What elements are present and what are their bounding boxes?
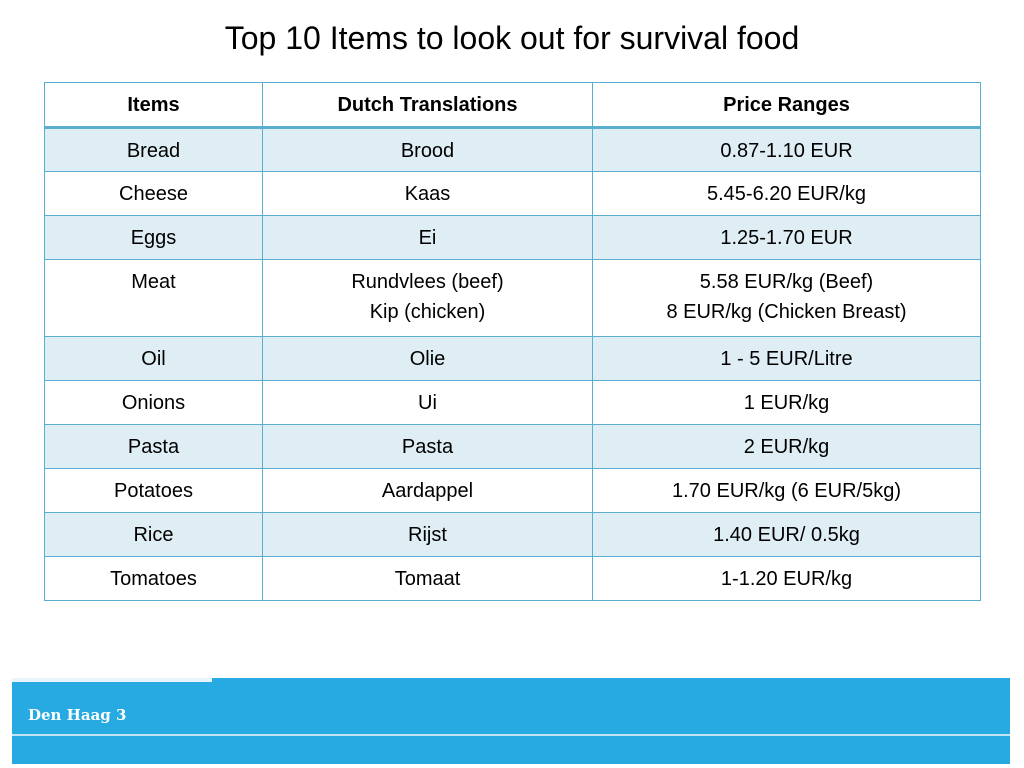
price-cell: 5.45-6.20 EUR/kg [592, 171, 981, 216]
price-line: 5.58 EUR/kg (Beef) [699, 271, 874, 293]
dutch-line: Ei [418, 227, 437, 249]
price-line: 5.45-6.20 EUR/kg [707, 183, 866, 205]
footer-label: Den Haag 3 [28, 706, 127, 724]
dutch-cell: Aardappel [262, 468, 593, 513]
dutch-cell: Olie [262, 336, 593, 381]
item-cell: Eggs [44, 215, 263, 260]
item-cell: Oil [44, 336, 263, 381]
price-cell: 0.87-1.10 EUR [592, 127, 981, 172]
dutch-line: Olie [409, 348, 446, 370]
footer-band [12, 678, 1010, 764]
price-cell: 1.70 EUR/kg (6 EUR/5kg) [592, 468, 981, 513]
price-cell: 1-1.20 EUR/kg [592, 556, 981, 601]
table-row: Eggs Ei 1.25-1.70 EUR [44, 215, 981, 260]
dutch-line: Brood [400, 140, 455, 162]
item-cell: Rice [44, 512, 263, 557]
price-line: 1 - 5 EUR/Litre [720, 348, 853, 370]
item-cell: Meat [44, 259, 263, 337]
item-cell: Bread [44, 127, 263, 172]
header-items: Items [44, 82, 263, 129]
price-line: 1.25-1.70 EUR [720, 227, 853, 249]
price-cell: 2 EUR/kg [592, 424, 981, 469]
price-cell: 1.40 EUR/ 0.5kg [592, 512, 981, 557]
dutch-cell: Rundvlees (beef) Kip (chicken) [262, 259, 593, 337]
item-cell: Potatoes [44, 468, 263, 513]
dutch-line: Kip (chicken) [369, 301, 486, 323]
dutch-cell: Ui [262, 380, 593, 425]
dutch-cell: Ei [262, 215, 593, 260]
price-line: 8 EUR/kg (Chicken Breast) [666, 301, 907, 323]
table-row: Cheese Kaas 5.45-6.20 EUR/kg [44, 171, 981, 216]
price-line: 1 EUR/kg [743, 392, 830, 414]
dutch-cell: Kaas [262, 171, 593, 216]
dutch-cell: Rijst [262, 512, 593, 557]
table-row: Tomatoes Tomaat 1-1.20 EUR/kg [44, 556, 981, 601]
table-header-row: Items Dutch Translations Price Ranges [44, 82, 981, 129]
price-table-container: Items Dutch Translations Price Ranges Br… [44, 82, 981, 601]
table-row: Bread Brood 0.87-1.10 EUR [44, 127, 981, 172]
footer-accent [12, 678, 212, 682]
item-cell: Tomatoes [44, 556, 263, 601]
price-line: 1.70 EUR/kg (6 EUR/5kg) [672, 480, 901, 502]
dutch-line: Ui [418, 392, 437, 414]
price-table: Items Dutch Translations Price Ranges Br… [44, 82, 981, 601]
price-line: 0.87-1.10 EUR [720, 140, 853, 162]
dutch-line: Aardappel [381, 480, 474, 502]
footer-divider [12, 734, 1010, 736]
item-cell: Onions [44, 380, 263, 425]
price-cell: 1.25-1.70 EUR [592, 215, 981, 260]
price-cell: 5.58 EUR/kg (Beef) 8 EUR/kg (Chicken Bre… [592, 259, 981, 337]
header-dutch-translations: Dutch Translations [262, 82, 593, 129]
table-row: Oil Olie 1 - 5 EUR/Litre [44, 336, 981, 381]
item-cell: Pasta [44, 424, 263, 469]
dutch-line: Kaas [404, 183, 451, 205]
dutch-line: Rundvlees (beef) [351, 271, 504, 293]
dutch-cell: Brood [262, 127, 593, 172]
dutch-cell: Pasta [262, 424, 593, 469]
table-row: Meat Rundvlees (beef) Kip (chicken) 5.58… [44, 259, 981, 337]
table-row: Rice Rijst 1.40 EUR/ 0.5kg [44, 512, 981, 557]
price-line: 2 EUR/kg [743, 436, 830, 458]
dutch-line: Rijst [408, 524, 447, 546]
price-cell: 1 EUR/kg [592, 380, 981, 425]
table-row: Pasta Pasta 2 EUR/kg [44, 424, 981, 469]
dutch-cell: Tomaat [262, 556, 593, 601]
item-cell: Cheese [44, 171, 263, 216]
price-line: 1-1.20 EUR/kg [720, 568, 853, 590]
header-price-ranges: Price Ranges [592, 82, 981, 129]
slide-title: Top 10 Items to look out for survival fo… [224, 20, 800, 56]
dutch-line: Tomaat [394, 568, 461, 590]
price-line: 1.40 EUR/ 0.5kg [713, 524, 860, 546]
dutch-line: Pasta [401, 436, 454, 458]
price-cell: 1 - 5 EUR/Litre [592, 336, 981, 381]
table-row: Onions Ui 1 EUR/kg [44, 380, 981, 425]
table-row: Potatoes Aardappel 1.70 EUR/kg (6 EUR/5k… [44, 468, 981, 513]
